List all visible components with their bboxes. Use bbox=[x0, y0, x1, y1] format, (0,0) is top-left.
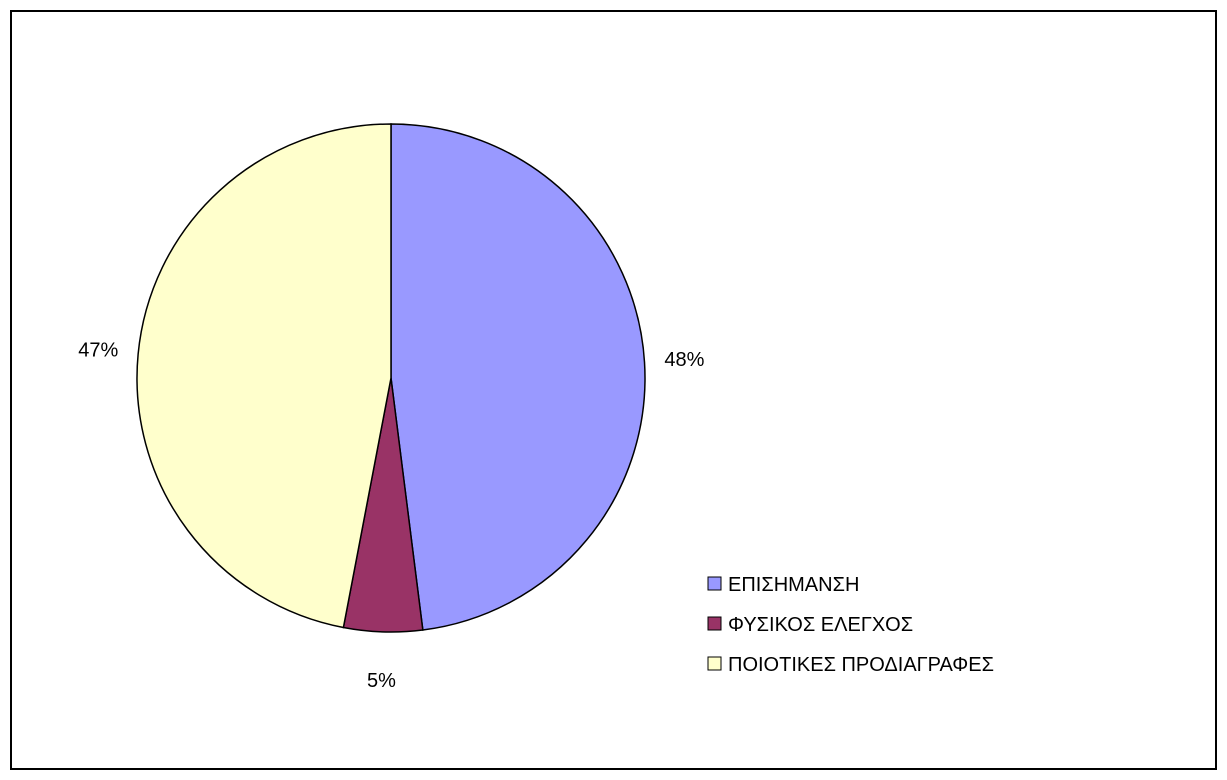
data-label-1: 48% bbox=[664, 349, 704, 371]
data-label-3: 47% bbox=[78, 340, 118, 362]
legend-label-2: ΦΥΣΙΚΟΣ ΕΛΕΓΧΟΣ bbox=[728, 614, 913, 636]
pie-slice-1 bbox=[390, 123, 646, 631]
data-label-2: 5% bbox=[367, 670, 396, 692]
legend-label-3: ΠΟΙΟΤΙΚΕΣ ΠΡΟΔΙΑΓΡΑΦΕΣ bbox=[728, 654, 994, 676]
legend: ΕΠΙΣΗΜΑΝΣΗ ΦΥΣΙΚΟΣ ΕΛΕΓΧΟΣ ΠΟΙΟΤΙΚΕΣ ΠΡΟΔΙ… bbox=[707, 574, 994, 676]
legend-swatch-1 bbox=[707, 576, 722, 591]
pie-data-labels: 48% 5% 47% bbox=[78, 340, 704, 692]
legend-label-1: ΕΠΙΣΗΜΑΝΣΗ bbox=[728, 574, 859, 596]
pie-slice-3 bbox=[136, 123, 392, 629]
legend-swatch-3 bbox=[707, 656, 722, 671]
legend-swatch-2 bbox=[707, 616, 722, 631]
pie-slices bbox=[136, 123, 646, 633]
